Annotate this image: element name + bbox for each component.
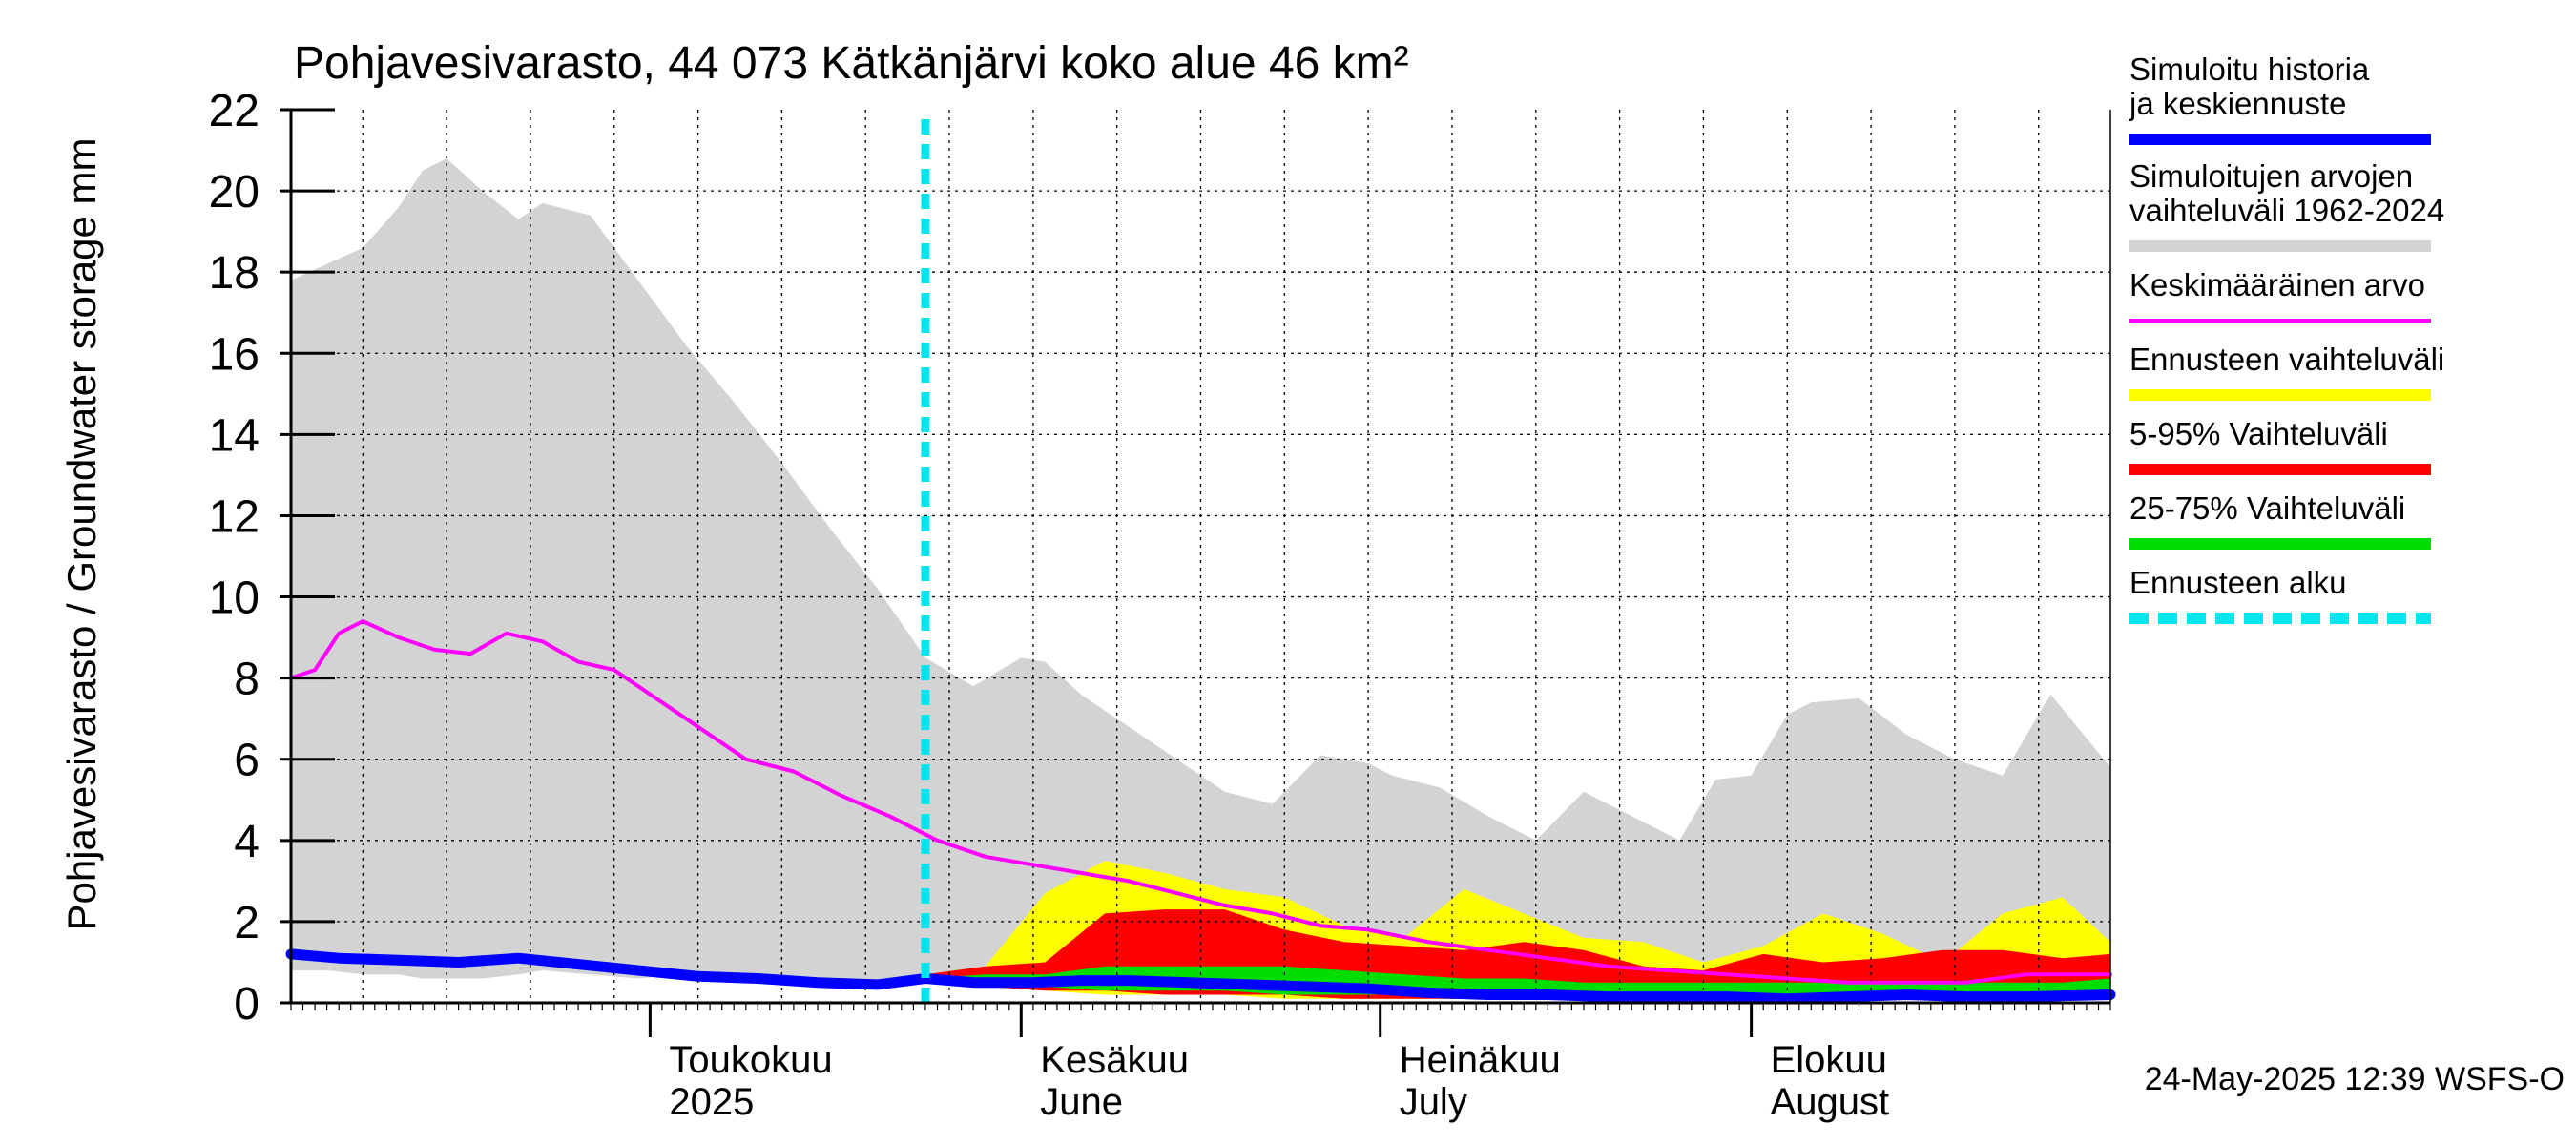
legend-label-line: vaihteluväli 1962-2024 (2129, 193, 2444, 228)
history-range-band (291, 158, 2110, 999)
x-month-sublabel: 2025 (669, 1081, 754, 1123)
simulated-line (285, 948, 2116, 1005)
y-axis: 0 2 4 6 8 10 12 14 16 18 20 22 (209, 86, 335, 1030)
y-tick-label: 8 (234, 655, 260, 705)
y-tick-label: 4 (234, 817, 260, 867)
x-month-sublabel: June (1040, 1081, 1123, 1123)
plot-area (285, 110, 2116, 1005)
x-month-label: Kesäkuu (1040, 1039, 1189, 1081)
line-series (285, 119, 2116, 1005)
legend-label-line: Keskimääräinen arvo (2129, 267, 2425, 302)
legend-label: 25-75% Vaihteluväli (2129, 490, 2405, 526)
y-tick-label: 2 (234, 898, 260, 948)
legend-label-line: 5-95% Vaihteluväli (2129, 416, 2388, 451)
legend-label-line: Ennusteen alku (2129, 565, 2347, 600)
legend-label-line: 25-75% Vaihteluväli (2129, 490, 2405, 526)
mean-line (289, 619, 2112, 985)
x-month-label: Elokuu (1771, 1039, 1887, 1081)
legend-label: 5-95% Vaihteluväli (2129, 416, 2388, 451)
x-month-label: Toukokuu (669, 1039, 832, 1081)
legend-label-line: Simuloitu historia (2129, 52, 2370, 87)
y-tick-label: 22 (209, 86, 260, 136)
y-tick-label: 6 (234, 736, 260, 786)
legend-label: Ennusteen vaihteluväli (2129, 342, 2444, 377)
legend: Simuloitu historia ja keskiennusteSimuloi… (2129, 52, 2444, 624)
legend-label-line: Simuloitujen arvojen (2129, 158, 2413, 194)
y-tick-label: 18 (209, 248, 260, 299)
x-month-sublabel: July (1400, 1081, 1467, 1123)
legend-label: Keskimääräinen arvo (2129, 267, 2425, 302)
legend-label: Simuloitu historia ja keskiennuste (2129, 52, 2370, 121)
x-month-label: Heinäkuu (1400, 1039, 1561, 1081)
y-tick-label: 16 (209, 329, 260, 380)
y-tick-label: 14 (209, 410, 260, 461)
y-tick-label: 0 (234, 979, 260, 1030)
y-tick-label: 12 (209, 491, 260, 542)
y-tick-label: 10 (209, 573, 260, 624)
legend-label-line: Ennusteen vaihteluväli (2129, 342, 2444, 377)
chart-title: Pohjavesivarasto, 44 073 Kätkänjärvi kok… (294, 38, 1409, 89)
footer-timestamp: 24-May-2025 12:39 WSFS-O (2145, 1061, 2565, 1097)
grid-lines (291, 110, 2110, 1003)
legend-label: Simuloitujen arvojen vaihteluväli 1962-20… (2129, 158, 2444, 228)
area-series (291, 158, 2110, 999)
x-month-sublabel: August (1771, 1081, 1890, 1123)
y-axis-label: Pohjavesivarasto / Groundwater storage m… (59, 137, 104, 930)
y-tick-label: 20 (209, 167, 260, 218)
legend-label-line: ja keskiennuste (2129, 86, 2346, 121)
legend-label: Ennusteen alku (2129, 565, 2347, 600)
